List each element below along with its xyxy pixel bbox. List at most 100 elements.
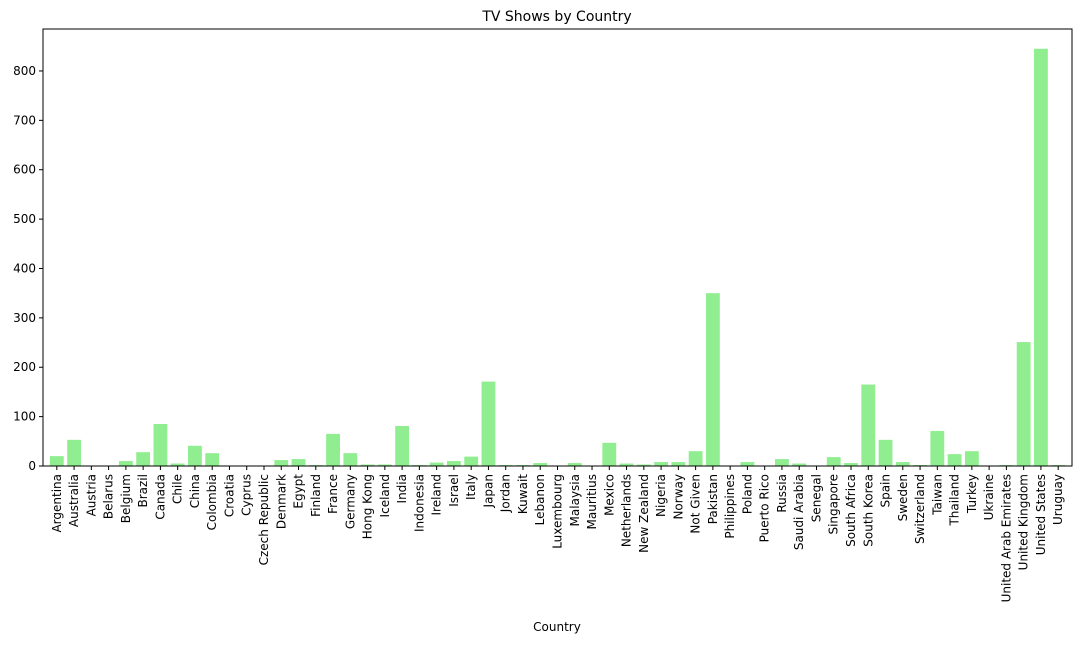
bar-not-given (689, 451, 703, 466)
x-tick-label: Puerto Rico (758, 474, 772, 542)
x-tick-label: Nigeria (654, 474, 668, 517)
bar-united-states (1034, 49, 1048, 466)
x-tick-label: Colombia (205, 474, 219, 530)
x-tick-label: Brazil (136, 474, 150, 508)
x-tick-label: Finland (309, 474, 323, 517)
bar-brazil (136, 452, 150, 466)
bar-egypt (292, 459, 306, 466)
bar-united-kingdom (1017, 342, 1031, 466)
plot-frame (43, 29, 1072, 466)
x-tick-label: Ukraine (982, 474, 996, 520)
x-tick-label: Denmark (274, 474, 288, 529)
x-tick-label: Philippines (723, 474, 737, 539)
x-tick-label: Hong Kong (361, 474, 375, 539)
x-tick-label: Canada (153, 474, 167, 520)
x-tick-label: Egypt (292, 474, 306, 509)
x-tick-label: Spain (879, 474, 893, 508)
x-tick-label: Luxembourg (551, 474, 565, 549)
bar-belgium (119, 461, 133, 466)
x-tick-label: United States (1034, 474, 1048, 555)
x-tick-label: Netherlands (620, 474, 634, 547)
y-tick-label: 100 (13, 410, 36, 424)
x-tick-label: Belgium (119, 474, 133, 523)
x-tick-label: Malaysia (568, 474, 582, 526)
bar-india (395, 426, 409, 466)
x-tick-label: Pakistan (706, 474, 720, 524)
x-tick-label: Indonesia (412, 474, 426, 532)
bar-pakistan (706, 293, 720, 466)
bar-taiwan (930, 431, 944, 466)
x-tick-label: Mexico (602, 474, 616, 516)
x-tick-label: Croatia (222, 474, 236, 517)
x-tick-label: Australia (67, 474, 81, 527)
x-tick-label: Poland (740, 474, 754, 514)
bar-norway (671, 462, 685, 466)
y-tick-label: 400 (13, 261, 36, 275)
x-tick-label: Italy (464, 474, 478, 500)
x-tick-label: Ireland (430, 474, 444, 516)
x-tick-label: Uruguay (1051, 474, 1065, 525)
bar-denmark (274, 460, 288, 466)
x-tick-label: Cyprus (240, 474, 254, 516)
x-tick-label: Iceland (378, 474, 392, 517)
x-tick-label: Norway (671, 474, 685, 520)
bar-israel (447, 461, 461, 466)
bar-france (326, 434, 340, 466)
bars-group (50, 49, 1065, 466)
x-tick-label: France (326, 474, 340, 514)
x-tick-label: Israel (447, 474, 461, 507)
chart-title: TV Shows by Country (481, 9, 631, 25)
x-tick-label: Mauritius (585, 474, 599, 529)
x-tick-label: New Zealand (637, 474, 651, 553)
x-tick-label: Japan (481, 474, 495, 508)
x-tick-label: Jordan (499, 474, 513, 513)
x-tick-label: China (188, 474, 202, 508)
bar-singapore (827, 457, 841, 466)
bar-russia (775, 459, 789, 466)
x-tick-label: United Kingdom (1017, 474, 1031, 570)
y-tick-label: 200 (13, 360, 36, 374)
x-axis-label: Country (533, 620, 581, 634)
y-tick-label: 700 (13, 113, 36, 127)
bar-thailand (948, 454, 962, 466)
x-tick-label: Thailand (948, 474, 962, 527)
bar-poland (741, 462, 755, 466)
y-tick-label: 500 (13, 212, 36, 226)
x-tick-label: Chile (171, 474, 185, 504)
x-tick-label: Belarus (102, 474, 116, 519)
x-tick-label: Russia (775, 474, 789, 513)
y-tick-label: 300 (13, 311, 36, 325)
x-tick-label: Senegal (809, 474, 823, 522)
bar-germany (343, 453, 357, 466)
x-tick-label: Saudi Arabia (792, 474, 806, 550)
x-tick-label: Germany (343, 474, 357, 529)
x-tick-label: South Korea (861, 474, 875, 547)
x-tick-label: Not Given (689, 474, 703, 534)
bar-colombia (205, 453, 219, 466)
bar-nigeria (654, 462, 668, 466)
bar-ireland (430, 463, 444, 466)
bar-mexico (602, 443, 616, 466)
bar-canada (153, 424, 167, 466)
bar-china (188, 446, 202, 466)
x-tick-label: Czech Republic (257, 474, 271, 565)
x-tick-label: Austria (84, 474, 98, 516)
y-tick-label: 0 (28, 459, 36, 473)
x-tick-label: Singapore (827, 474, 841, 535)
x-tick-label: Kuwait (516, 474, 530, 514)
bar-japan (482, 382, 496, 466)
x-tick-label: India (395, 474, 409, 503)
bar-italy (464, 457, 478, 466)
bar-australia (67, 440, 81, 466)
x-tick-label: Lebanon (533, 474, 547, 525)
bar-sweden (896, 462, 910, 466)
x-tick-label: United Arab Emirates (999, 474, 1013, 602)
x-tick-label: Turkey (965, 474, 979, 514)
bar-argentina (50, 456, 64, 466)
y-tick-label: 600 (13, 163, 36, 177)
bar-south-korea (861, 385, 875, 466)
